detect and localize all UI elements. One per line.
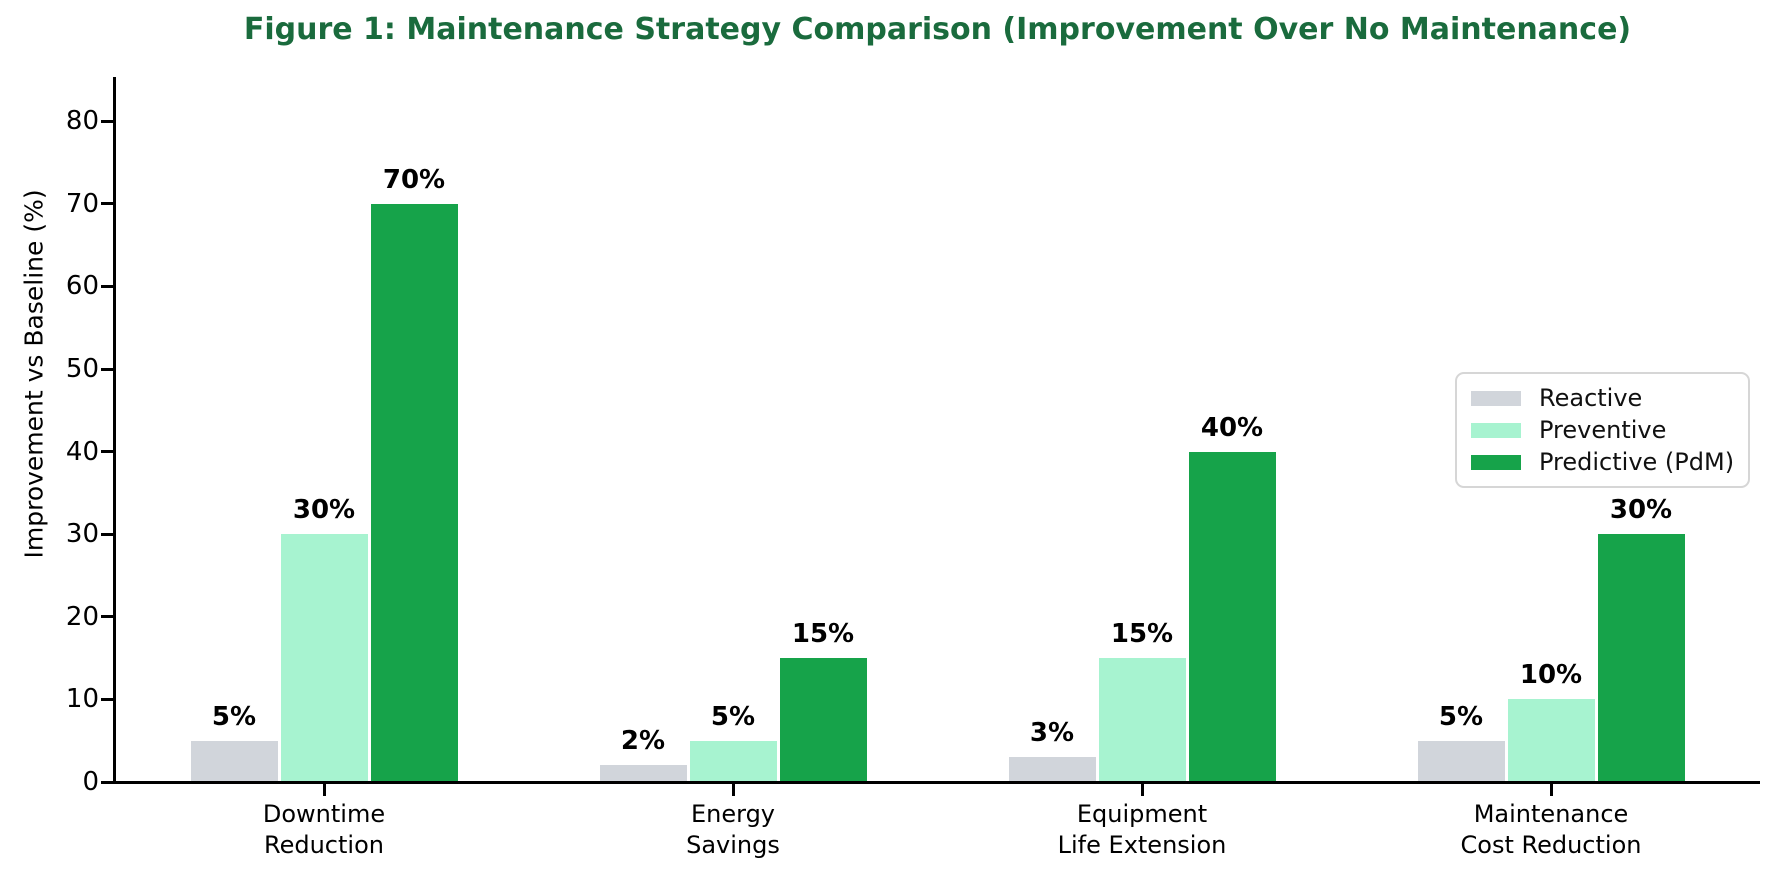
y-tick-label: 40 [65,436,99,467]
bar-value-label: 30% [1609,495,1673,526]
bar-value-label: 30% [292,495,356,526]
bar-reactive [1417,740,1505,782]
bar-value-label: 2% [620,726,666,757]
y-axis-line [113,77,116,784]
bar-reactive [1008,757,1096,782]
bar-predictive-pdm [779,658,867,782]
bar-value-label: 3% [1029,718,1075,749]
y-tick-label: 70 [65,188,99,219]
bar-reactive [599,765,687,782]
x-tick-label: Energy Savings [686,800,780,859]
legend-swatch-icon [1471,422,1521,438]
y-tick-mark [101,284,113,288]
bar-value-label: 5% [1438,701,1484,732]
bar-value-label: 70% [382,164,446,195]
y-tick-mark [101,202,113,206]
bar-value-label: 40% [1200,412,1264,443]
bar-reactive [190,740,278,782]
bar-preventive [1098,658,1186,782]
x-tick-mark [1549,784,1553,796]
y-tick-label: 30 [65,519,99,550]
bar-value-label: 15% [1110,619,1174,650]
bar-value-label: 15% [791,619,855,650]
y-tick-mark [101,532,113,536]
legend-label: Predictive (PdM) [1539,448,1735,476]
bar-value-label: 5% [211,701,257,732]
y-tick-mark [101,780,113,784]
bar-preventive [280,534,368,782]
legend-swatch-icon [1471,390,1521,406]
chart-title: Figure 1: Maintenance Strategy Compariso… [243,12,1632,47]
x-tick-label: Equipment Life Extension [1057,800,1227,859]
x-tick-mark [731,784,735,796]
legend-label: Preventive [1539,416,1667,444]
x-tick-mark [322,784,326,796]
y-tick-label: 80 [65,106,99,137]
y-tick-mark [101,697,113,701]
y-tick-mark [101,119,113,123]
y-tick-label: 10 [65,684,99,715]
y-tick-mark [101,450,113,454]
legend-item: Reactive [1471,384,1734,412]
legend-swatch-icon [1471,454,1521,470]
bar-predictive-pdm [370,203,458,782]
legend: Reactive Preventive Predictive (PdM) [1455,372,1750,488]
y-tick-label: 0 [82,767,99,797]
y-tick-mark [101,367,113,371]
bar-preventive [1507,699,1595,782]
y-tick-label: 60 [65,271,99,302]
x-axis-line [113,781,1760,784]
y-tick-mark [101,615,113,619]
x-tick-mark [1140,784,1144,796]
y-tick-label: 20 [65,601,99,632]
bar-preventive [689,740,777,782]
legend-item: Predictive (PdM) [1471,448,1734,476]
bar-value-label: 5% [710,701,756,732]
bar-value-label: 10% [1519,660,1583,691]
x-tick-label: Downtime Reduction [262,800,386,859]
x-tick-label: Maintenance Cost Reduction [1460,800,1642,859]
y-tick-label: 50 [65,354,99,384]
bar-predictive-pdm [1597,534,1685,782]
bar-predictive-pdm [1188,451,1276,782]
legend-item: Preventive [1471,416,1734,444]
legend-label: Reactive [1539,384,1643,412]
